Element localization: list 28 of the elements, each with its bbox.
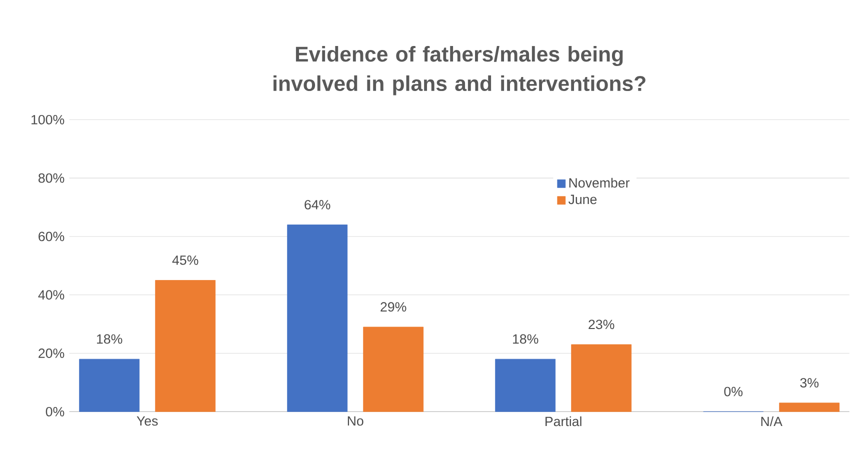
legend-label: November [569,178,630,188]
bar [363,326,424,412]
data-label: 29% [380,302,406,312]
legend-label: June [568,194,597,204]
bar [155,280,216,412]
x-tick-label: Yes [136,416,158,426]
y-tick-label: 80% [38,173,64,183]
y-tick-label: 0% [46,406,64,416]
bar [571,344,632,412]
x-tick-label: No [348,416,364,426]
chart-title: Evidence of fathers/males being involved in plans and interventions? [274,46,646,96]
y-tick-label: 20% [38,348,64,358]
data-label: 45% [172,255,198,265]
bar [287,224,348,412]
data-label: 23% [588,320,614,330]
bar [779,402,840,412]
x-tick-label: Partial [546,416,582,426]
data-label: 0% [724,386,743,396]
bar [495,358,556,412]
bar [79,358,140,412]
data-label: 64% [304,200,330,210]
data-label: 18% [97,334,122,344]
y-tick-label: 100% [32,114,64,124]
data-label: 3% [800,378,819,388]
y-tick-label: 40% [38,290,64,300]
y-tick-label: 60% [38,232,64,242]
data-label: 18% [513,334,538,344]
x-tick-label: N/A [761,416,782,426]
